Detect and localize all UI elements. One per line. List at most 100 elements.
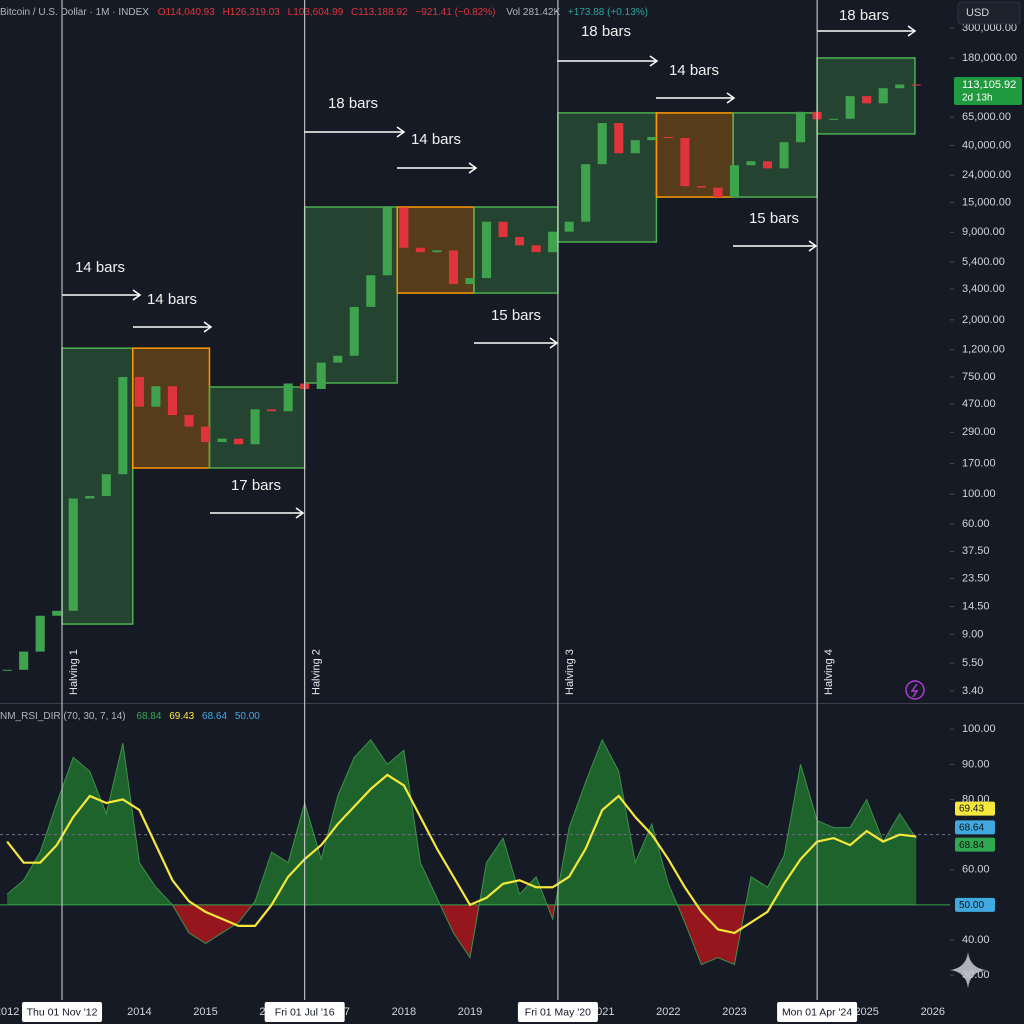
alert-icon-ring[interactable] [905,680,925,700]
rsi-area-positive [7,739,917,905]
volume: Vol 281.42K [506,7,560,18]
bar-count-label: 18 bars [581,23,631,40]
y-tick-label: 5.50 [962,657,983,669]
bar-count-label: 15 bars [749,210,799,227]
indicator-header: NM_RSI_DIR (70, 30, 7, 14) 68.84 69.43 6… [0,711,260,722]
cycle-box [816,57,916,135]
price-pane [2,57,921,671]
x-tick-label: 2018 [392,1006,416,1018]
candle [399,207,409,248]
y-tick-label: 9.00 [962,628,983,640]
y-tick-label: 3,400.00 [962,283,1005,295]
last-price-tag [954,76,1022,105]
bar-count-arrowhead [132,289,142,301]
y-tick-label: 1,200.00 [962,344,1005,356]
value-tag-label: 50.00 [959,900,984,911]
value-tag-label: 68.84 [959,840,984,851]
sparkle-icon [950,952,986,988]
ma-line [6,773,917,935]
symbol-title: Bitcoin / U.S. Dollar · 1M · INDEX [0,7,149,18]
candle [200,426,211,443]
candle [845,96,855,119]
candle [448,250,458,285]
x-crosshair-label: Fri 01 May '20 [525,1006,591,1018]
candle [349,306,359,356]
bar-count-arrowhead [468,162,478,174]
x-crosshair-label: Thu 01 Nov '12 [27,1006,98,1018]
bar-count-label: 14 bars [75,259,125,276]
ohlc-value: O114,040.93 [158,7,216,18]
rsi-pane [0,738,950,966]
y-tick-label: 100.00 [962,723,996,735]
candle [878,88,888,104]
y-tick-label: 24,000.00 [962,169,1011,181]
value-tag [955,820,995,835]
y-tick-label: 90.00 [962,758,990,770]
y-tick-label: 37.50 [962,545,990,557]
x-crosshair-label: Mon 01 Apr '24 [782,1006,852,1018]
y-tick-label: 3.40 [962,685,983,697]
x-crosshair-tag [264,1002,345,1022]
halving-label: Halving 2 [311,649,323,695]
value-tag [955,801,995,816]
candle [796,111,806,143]
value-tag-label: 69.43 [959,804,984,815]
y-tick-label: 15,000.00 [962,196,1011,208]
countdown-label: 2d 13h [962,93,993,104]
candle [134,376,144,407]
x-tick-label: 2025 [854,1006,878,1018]
x-crosshair-label: Fri 01 Jul '16 [275,1006,335,1018]
candle [862,96,872,104]
bar-count-label: 14 bars [669,62,719,79]
currency-button-bg[interactable] [957,1,1021,25]
alert-icon[interactable] [905,680,925,700]
ohlc-value: C113,188.92 [351,7,408,18]
candle [597,123,607,165]
y-tick-label: 40,000.00 [962,139,1011,151]
bar-count-label: 14 bars [411,131,461,148]
cycle-box [396,206,475,294]
candle [250,409,260,445]
x-tick-label: 2022 [656,1006,680,1018]
candle [35,615,45,652]
symbol-header: Bitcoin / U.S. Dollar · 1M · INDEX O114,… [0,7,648,18]
y-tick-label: 40.00 [962,934,990,946]
y-tick-label: 2,000.00 [962,314,1005,326]
bar-count-arrowhead [203,321,213,333]
candle [762,161,773,169]
candle [151,386,161,407]
candle [614,123,624,154]
candle [729,165,739,198]
y-tick-label: 170.00 [962,457,996,469]
currency-button[interactable]: USD [957,1,1021,25]
currency-label[interactable]: USD [966,7,989,19]
cycle-box [655,112,734,198]
halving-label: Halving 3 [564,649,576,695]
y-tick-label: 290.00 [962,426,996,438]
candle [680,137,690,187]
candle [911,84,921,86]
y-tick-label: 9,000.00 [962,226,1005,238]
candle [829,118,839,120]
halving-label: Halving 4 [823,649,835,695]
candle [630,140,640,154]
alert-icon-bolt[interactable] [910,683,919,698]
candle [118,376,128,475]
candle [531,245,541,253]
value-tag [955,837,995,852]
bar-count-arrowhead [396,126,406,138]
candle [333,355,343,363]
y-tick-label: 5,400.00 [962,256,1005,268]
candle [267,409,277,412]
candle [167,386,177,416]
candle [217,438,227,443]
bar-count-arrowhead [726,92,736,104]
y-tick-label: 60.00 [962,864,990,876]
bar-count-arrowhead [549,337,559,349]
candle [498,221,508,238]
candle [895,84,905,89]
volume-change: +173.88 (+0.13%) [568,7,648,18]
value-tag [955,897,995,912]
bar-count-arrowhead [649,55,659,67]
